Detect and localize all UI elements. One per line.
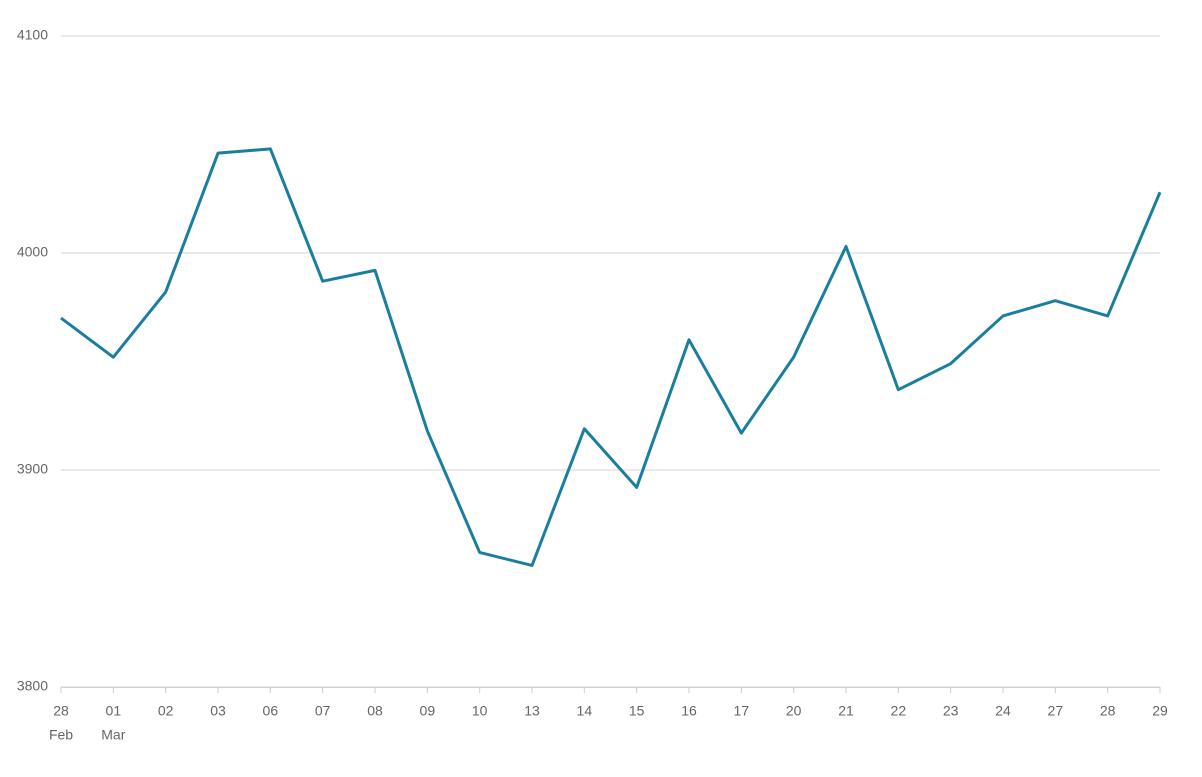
x-tick-label: 14 xyxy=(577,703,593,719)
x-tick-label: 03 xyxy=(210,703,226,719)
x-tick-label: 07 xyxy=(315,703,331,719)
x-tick-label: 08 xyxy=(367,703,383,719)
x-tick-label: 10 xyxy=(472,703,488,719)
x-tick-label: 28 xyxy=(53,703,69,719)
y-tick-label: 3900 xyxy=(17,461,48,477)
x-tick-label: 22 xyxy=(891,703,907,719)
x-tick-label: 20 xyxy=(786,703,802,719)
x-tick-label: 13 xyxy=(524,703,540,719)
line-series xyxy=(60,147,1162,567)
x-tick-label: 15 xyxy=(629,703,645,719)
x-tick-label: 06 xyxy=(263,703,279,719)
x-tick-label: 01 xyxy=(106,703,122,719)
x-tick-label: 24 xyxy=(995,703,1011,719)
x-tick-label: 27 xyxy=(1048,703,1064,719)
x-tick-label: 16 xyxy=(681,703,697,719)
x-tick-label: 21 xyxy=(838,703,854,719)
x-tick-label: 17 xyxy=(734,703,750,719)
x-tick-label: 28 xyxy=(1100,703,1116,719)
y-tick-label: 3800 xyxy=(17,678,48,694)
y-tick-label: 4100 xyxy=(17,27,48,43)
x-tick-label: 29 xyxy=(1152,703,1168,719)
x-tick-label: 02 xyxy=(158,703,174,719)
y-tick-label: 4000 xyxy=(17,244,48,260)
x-month-label: Mar xyxy=(101,727,125,743)
x-month-label: Feb xyxy=(49,727,73,743)
x-tick-label: 23 xyxy=(943,703,959,719)
x-tick-label: 09 xyxy=(420,703,436,719)
